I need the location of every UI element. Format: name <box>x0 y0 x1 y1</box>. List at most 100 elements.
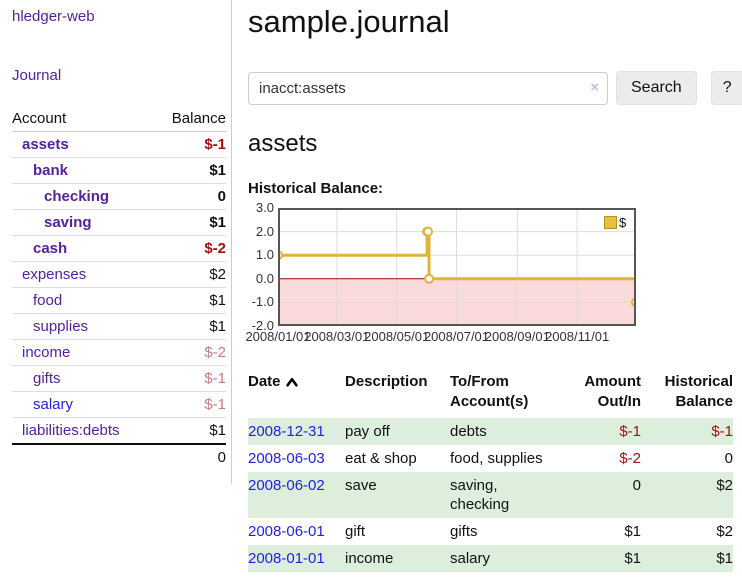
historical-balance-chart: 3.0 2.0 1.0 0.0 -1.0 -2.0 $ 2008/01/01 2008/03… <box>245 201 718 350</box>
account-balance: $1 <box>154 209 226 236</box>
chart-legend: $ <box>604 215 626 230</box>
chart-plot-area <box>278 208 636 326</box>
transaction-row: 2008-06-03 eat & shop food, supplies $-2… <box>248 445 733 472</box>
account-balance: $-1 <box>154 365 226 392</box>
amount-column-header: Amount Out/In <box>584 373 641 410</box>
search-bar: × Search ? <box>248 71 742 105</box>
account-row: supplies $1 <box>12 313 226 340</box>
transaction-date-link[interactable]: 2008-01-01 <box>248 550 325 567</box>
account-row: expenses $2 <box>12 261 226 288</box>
account-link[interactable]: saving <box>44 214 92 231</box>
transaction-amount: $-2 <box>619 450 641 467</box>
x-axis-labels: 2008/01/01 2008/03/01 2008/05/01 2008/07/01… <box>245 329 636 345</box>
transaction-accounts: debts <box>450 418 572 445</box>
account-link[interactable]: income <box>22 344 71 361</box>
account-row: gifts $-1 <box>12 365 226 392</box>
transaction-accounts: salary <box>450 545 572 572</box>
account-link[interactable]: supplies <box>33 318 89 335</box>
help-button[interactable]: ? <box>710 71 742 105</box>
transaction-description: pay off <box>345 418 450 445</box>
x-axis-tick-label: 2008/01/01 <box>245 329 311 344</box>
transaction-balance: $2 <box>716 523 733 540</box>
transaction-row: 2008-12-31 pay off debts $-1 $-1 <box>248 418 733 445</box>
register-table: Date Description To/From Account(s) Amou… <box>248 370 733 572</box>
transaction-row: 2008-01-01 income salary $1 $1 <box>248 545 733 572</box>
account-row: assets $-1 <box>12 132 226 158</box>
account-link[interactable]: checking <box>44 188 110 205</box>
chart-title: Historical Balance: <box>248 180 384 197</box>
transaction-amount: $1 <box>624 523 641 540</box>
account-heading: assets <box>248 130 318 157</box>
account-balance: $-1 <box>204 136 226 153</box>
app-title-link[interactable]: hledger-web <box>12 8 95 25</box>
account-balance: $1 <box>154 157 226 184</box>
sidebar-total-balance: 0 <box>154 443 226 470</box>
y-axis-labels: 3.0 2.0 1.0 0.0 -1.0 -2.0 <box>248 201 274 333</box>
transaction-row: 2008-06-01 gift gifts $1 $2 <box>248 518 733 545</box>
transaction-date-link[interactable]: 2008-06-02 <box>248 477 325 494</box>
y-axis-tick-label: -1.0 <box>251 294 274 310</box>
account-link[interactable]: food <box>33 292 63 309</box>
account-link[interactable]: salary <box>33 396 74 413</box>
search-input[interactable] <box>248 71 608 105</box>
account-balance: $-2 <box>154 235 226 262</box>
transaction-balance: $1 <box>641 545 733 572</box>
transaction-description: gift <box>345 523 366 540</box>
account-link[interactable]: expenses <box>22 266 87 283</box>
x-axis-tick-label: 2008/09/01 <box>484 329 550 344</box>
account-row: saving $1 <box>12 209 226 236</box>
account-balance: $-1 <box>154 391 226 418</box>
account-row: bank $1 <box>12 157 226 184</box>
y-axis-tick-label: 3.0 <box>255 200 274 215</box>
transaction-amount: $1 <box>572 545 641 572</box>
transaction-balance: $2 <box>641 472 733 518</box>
x-axis-tick-label: 2008/07/01 <box>423 329 490 344</box>
transaction-description: save <box>345 472 450 518</box>
account-balance: 0 <box>154 183 226 210</box>
description-column-header: Description <box>345 373 428 390</box>
transaction-balance: $-1 <box>641 418 733 445</box>
page-title: sample.journal <box>248 4 450 39</box>
legend-label: $ <box>619 215 627 230</box>
account-link[interactable]: liabilities:debts <box>22 422 120 439</box>
account-link[interactable]: bank <box>33 162 69 179</box>
main-content: sample.journal × Search ? assets Histori… <box>245 0 742 572</box>
transaction-row: 2008-06-02 save saving, checking 0 $2 <box>248 472 733 518</box>
accounts-header-row: Account Balance <box>12 107 226 132</box>
transaction-date-link[interactable]: 2008-06-03 <box>248 450 325 467</box>
account-row: liabilities:debts $1 <box>12 417 226 444</box>
balance-column-header: Historical Balance <box>664 373 733 410</box>
transaction-date-link[interactable]: 2008-12-31 <box>248 423 325 440</box>
transaction-amount: $-1 <box>572 418 641 445</box>
sidebar-item-journal[interactable]: Journal <box>12 67 62 84</box>
y-axis-tick-label: 2.0 <box>255 223 274 239</box>
y-axis-tick-label: -2.0 <box>251 318 274 333</box>
account-balance: $1 <box>154 287 226 314</box>
sidebar: hledger-web Journal Account Balance asse… <box>0 0 232 484</box>
account-row: food $1 <box>12 287 226 314</box>
transaction-description: income <box>345 545 450 572</box>
transaction-accounts: saving, checking <box>450 472 572 518</box>
transaction-accounts: food, supplies <box>450 450 543 467</box>
search-button[interactable]: Search <box>616 71 697 105</box>
sidebar-accounts-table: Account Balance assets $-1 bank $1 check… <box>12 107 226 470</box>
account-row: cash $-2 <box>12 235 226 262</box>
account-link[interactable]: assets <box>22 136 69 153</box>
transaction-balance: 0 <box>724 450 733 467</box>
account-row: income $-2 <box>12 339 226 366</box>
account-link[interactable]: cash <box>33 240 68 257</box>
account-row: salary $-1 <box>12 391 226 418</box>
x-axis-tick-label: 2008/03/01 <box>304 329 370 344</box>
transaction-date-link[interactable]: 2008-06-01 <box>248 523 325 540</box>
x-axis-tick-label: 2008/05/01 <box>364 329 430 344</box>
account-balance: $2 <box>154 261 226 288</box>
clear-search-icon[interactable]: × <box>590 78 599 96</box>
balance-column-header: Balance <box>154 107 226 132</box>
sort-ascending-icon <box>285 374 298 391</box>
legend-swatch-icon <box>604 216 617 229</box>
account-balance: $-2 <box>154 339 226 366</box>
y-axis-tick-label: 0.0 <box>255 270 274 286</box>
account-link[interactable]: gifts <box>33 370 61 387</box>
register-header-row: Date Description To/From Account(s) Amou… <box>248 370 733 418</box>
